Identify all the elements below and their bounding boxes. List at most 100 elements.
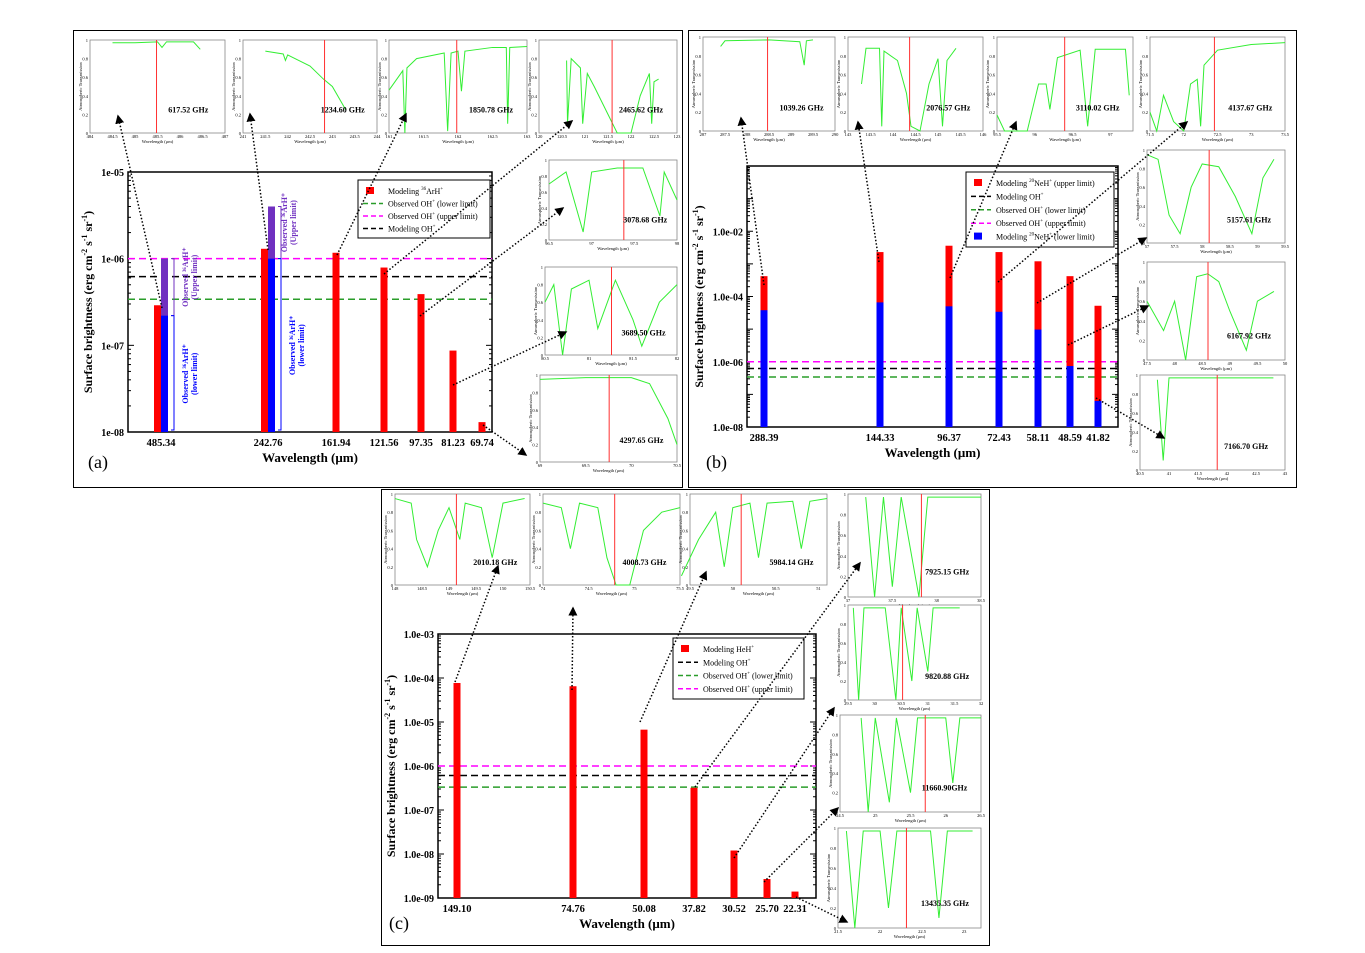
- inset-x-tick: 69: [538, 463, 543, 468]
- inset-y-tick: 0: [844, 595, 847, 600]
- inset-y-tick: 0.6: [537, 300, 543, 305]
- inset-x-tick: 289: [788, 132, 796, 137]
- inset-y-tick: 0.6: [989, 73, 995, 78]
- inset-x-tick: 287.5: [720, 132, 731, 137]
- inset-x-tick: 241: [240, 134, 247, 139]
- inset-y-tick: 0: [699, 129, 702, 134]
- inset-y-tick: 0: [993, 129, 996, 134]
- inset-x-label: Wavelength (μm): [447, 591, 479, 596]
- inset-frequency-label: 4008.73 GHz: [622, 558, 666, 567]
- bar-model: [690, 787, 698, 898]
- inset-y-tick: 0.8: [537, 283, 543, 288]
- inset-x-tick: 57.5: [1171, 244, 1180, 249]
- inset-x-label: Wavelength (μm): [753, 137, 785, 142]
- inset-y-tick: 0.6: [1142, 73, 1148, 78]
- inset-x-tick: 149.5: [471, 586, 482, 591]
- annotation-line: (lower limit): [190, 352, 199, 395]
- bar-lower-limit: [876, 302, 884, 427]
- inset-y-tick: 0.4: [537, 318, 543, 323]
- inset-x-tick: 80.5: [541, 356, 550, 361]
- inset-y-label: Atmospheric Transmission: [528, 394, 533, 443]
- legend-sup: +: [1041, 192, 1044, 197]
- inset-y-tick: 0.4: [535, 547, 541, 552]
- inset-x-tick: 43: [1283, 471, 1288, 476]
- y-axis-label-part: s: [81, 241, 95, 249]
- inset-x-tick: 150.5: [525, 586, 536, 591]
- inset-y-tick: 0.4: [82, 94, 88, 99]
- inset-x-tick: 120.5: [557, 134, 568, 139]
- legend-text: Observed OH: [388, 212, 432, 221]
- inset-x-tick: 69.5: [582, 463, 591, 468]
- inset-x-tick: 484: [87, 134, 95, 139]
- transmission-curve: [265, 50, 347, 110]
- inset-x-tick: 122: [628, 134, 635, 139]
- panel-a: [73, 30, 683, 488]
- inset-x-label: Wavelength (μm): [743, 591, 775, 596]
- y-axis-label: Surface brightness (erg cm-2 s-1 sr-1): [80, 211, 95, 393]
- legend-swatch: [681, 645, 689, 652]
- inset-transmission-plot: 0 0.2 0.4 0.6 0.8 1 241 241.5 242 242.5 243 243.5 24…: [231, 38, 381, 144]
- inset-y-tick: 0: [536, 460, 539, 465]
- annotation-upper: Observed ³⁶ArH⁺(Upper limit): [181, 247, 199, 306]
- inset-frequency-label: 1850.78 GHz: [469, 106, 513, 115]
- inset-y-tick: 0.8: [532, 390, 538, 395]
- y-tick-label: 1.0e-08: [404, 850, 434, 861]
- legend-entry: Modeling OH+: [703, 658, 751, 667]
- inset-x-tick: 143.5: [865, 132, 876, 137]
- inset-x-label: Wavelength (μm): [1200, 249, 1232, 254]
- inset-x-tick: 58.5: [1226, 244, 1235, 249]
- inset-y-label: Atmospheric Transmission: [537, 175, 542, 224]
- inset-x-tick: 244: [374, 134, 382, 139]
- transmission-curve: [112, 41, 201, 50]
- y-axis-label-part: -2: [80, 249, 89, 256]
- inset-transmission-plot: 0 0.2 0.4 0.6 0.8 1 71.5 72 72.5 73 73.5 Wavelength…: [1138, 35, 1290, 142]
- inset-y-label: Atmospheric Transmission: [533, 286, 538, 335]
- inset-x-tick: 150: [500, 586, 508, 591]
- dotted-arrow: [336, 112, 407, 256]
- inset-y-tick: 0: [686, 583, 689, 588]
- inset-y-tick: 1: [535, 38, 537, 43]
- inset-x-tick: 242: [284, 134, 291, 139]
- inset-y-label: Atmospheric Transmission: [828, 739, 833, 788]
- inset-x-tick: 75: [632, 586, 637, 591]
- inset-x-label: Wavelength (μm): [1049, 137, 1081, 142]
- inset-x-tick: 143: [845, 132, 853, 137]
- y-axis-label: Surface brightness (erg cm-2 s-1 sr-1): [691, 205, 706, 387]
- legend-entry: Observed OH+ (lower limit): [388, 200, 478, 209]
- legend-text: (upper limit): [435, 212, 478, 221]
- inset-x-tick: 30.5: [897, 701, 906, 706]
- inset-y-label: Atmospheric Transmission: [985, 59, 990, 108]
- x-tick-label: 30.52: [722, 904, 746, 915]
- inset-y-tick: 0.4: [235, 94, 241, 99]
- transmission-curve: [852, 607, 960, 701]
- inset-frequency-label: 7166.70 GHz: [1224, 442, 1268, 451]
- inset-y-tick: 0.4: [531, 94, 537, 99]
- inset-y-tick: 0.4: [541, 206, 547, 211]
- annotation-line: Observed ³⁶ArH⁺: [288, 316, 297, 375]
- inset-x-tick: 243: [329, 134, 337, 139]
- legend-text: (lower limit): [1043, 206, 1086, 215]
- inset-y-tick: 1: [844, 492, 846, 497]
- inset-y-tick: 0.6: [695, 73, 701, 78]
- y-axis-label-part: sr: [81, 221, 95, 235]
- y-tick-label: 1.0e-09: [404, 894, 434, 905]
- annotation-line: Observed ³⁶ArH⁺: [181, 247, 190, 306]
- transmission-curve: [548, 167, 678, 233]
- panel-b: [688, 30, 1297, 488]
- inset-y-tick: 0.4: [682, 547, 688, 552]
- inset-y-tick: 0.4: [1139, 319, 1145, 324]
- inset-x-tick: 31: [926, 701, 931, 706]
- inset-y-tick: 0.6: [541, 190, 547, 195]
- legend-text: NeH: [1034, 233, 1049, 242]
- inset-x-label: Wavelength (μm): [899, 706, 931, 711]
- inset-transmission-plot: 0 0.2 0.4 0.6 0.8 1 80.5 81 81.5 82 Wavelength (μm…: [533, 265, 679, 366]
- inset-frequency-label: 5157.61 GHz: [1227, 216, 1271, 225]
- x-axis-label: Wavelength (μm): [885, 445, 981, 460]
- legend-sup: +: [440, 187, 443, 192]
- legend-text: Modeling: [996, 233, 1029, 242]
- legend-text: Modeling HeH: [703, 645, 751, 654]
- transmission-curve: [394, 498, 525, 569]
- inset-x-tick: 50: [1283, 361, 1288, 366]
- inset-frequency-label: 9820.88 GHz: [925, 672, 969, 681]
